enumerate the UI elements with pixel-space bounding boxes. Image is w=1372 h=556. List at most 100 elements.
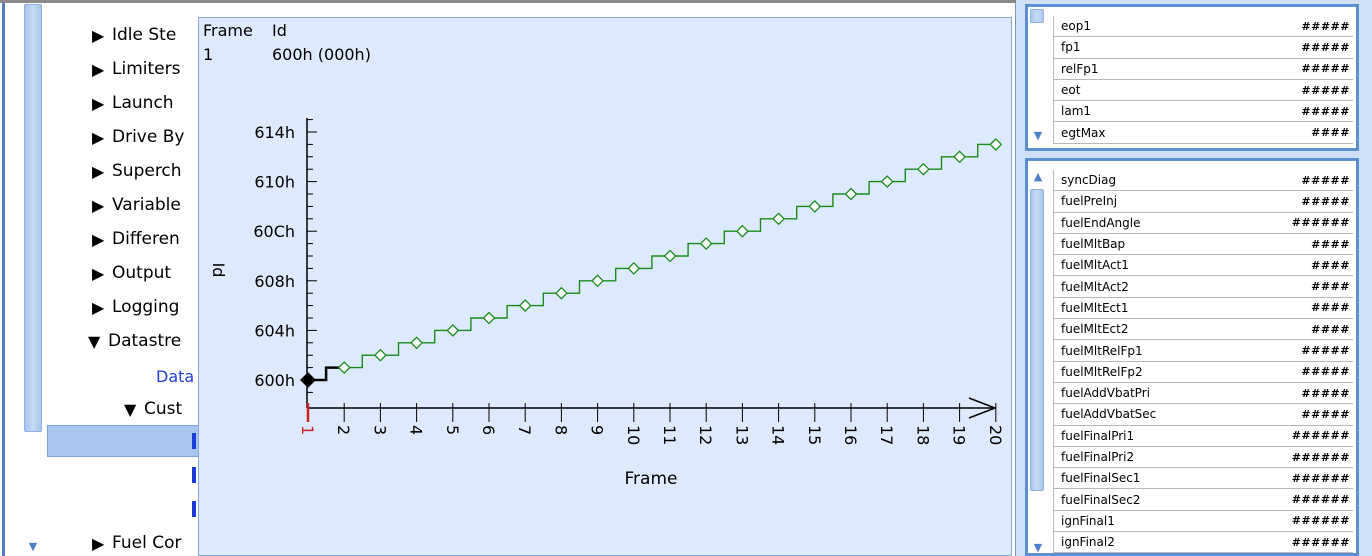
scroll-up-arrow-icon[interactable]: ▲	[1033, 170, 1043, 183]
signal-value: #####	[1301, 407, 1350, 421]
tree-item-label: Datastre	[108, 331, 182, 351]
signal-row[interactable]: fuelMltAct1 ####	[1053, 255, 1353, 277]
tree-item[interactable]: ▶ Output	[92, 262, 171, 284]
tree-item[interactable]: ▶ Differen	[92, 228, 180, 250]
tree-item[interactable]: ▶ Drive By	[92, 126, 184, 148]
signal-list-top-scrollbar[interactable]: ▼	[1028, 7, 1048, 148]
signal-row[interactable]: fuelFinalPri1 ######	[1053, 425, 1353, 447]
scrollbar-thumb[interactable]	[1030, 189, 1044, 491]
x-tick-label: 1	[298, 425, 317, 435]
signal-row[interactable]: fuelMltAct2 ####	[1053, 276, 1353, 298]
signal-row[interactable]: ignFinal1 ######	[1053, 510, 1353, 533]
tree-item[interactable]: ▶ Launch	[92, 92, 174, 114]
signal-value: #####	[1301, 62, 1350, 76]
signal-value: #####	[1301, 194, 1350, 208]
signal-row[interactable]: fp1 #####	[1053, 37, 1353, 59]
signal-row[interactable]: fuelEndAngle ######	[1053, 212, 1353, 234]
expand-triangle-icon[interactable]: ▶	[92, 25, 105, 45]
expand-triangle-icon[interactable]: ▶	[92, 59, 105, 79]
tree-item[interactable]: ▶ Logging	[92, 296, 179, 318]
data-point-marker	[735, 224, 749, 238]
data-point-marker	[518, 299, 532, 313]
signal-row[interactable]: syncDiag #####	[1053, 170, 1353, 192]
signal-row[interactable]: fuelAddVbatPri #####	[1053, 382, 1353, 405]
tree-scrollbar-thumb[interactable]	[24, 4, 42, 432]
y-tick-label: 614h	[254, 123, 295, 142]
tree-item[interactable]: ▶ Variable	[92, 194, 181, 216]
tree-item-label: Differen	[112, 229, 180, 249]
tree-item-label: Variable	[112, 195, 181, 215]
tree-item[interactable]: ▶ Fuel Cor	[92, 532, 181, 554]
data-point-marker	[772, 212, 786, 226]
scroll-down-arrow-icon[interactable]: ▼	[1033, 129, 1043, 142]
signal-name: egtMax	[1061, 125, 1106, 140]
signal-name: relFp1	[1061, 61, 1099, 76]
signal-row[interactable]: fuelMltEct1 ####	[1053, 297, 1353, 320]
scrollbar-thumb[interactable]	[1030, 9, 1044, 23]
signal-name: fuelFinalPri2	[1061, 450, 1135, 464]
signal-row[interactable]: fuelPreInj #####	[1053, 191, 1353, 213]
signal-value: #####	[1301, 40, 1350, 54]
data-point-marker	[844, 187, 858, 201]
signal-value: #####	[1301, 365, 1350, 379]
x-tick-label: 6	[479, 425, 498, 435]
signal-row[interactable]: fuelMltEct2 ####	[1053, 319, 1353, 341]
signal-row[interactable]: fuelAddVbatSec #####	[1053, 404, 1353, 426]
signal-name: fuelFinalSec1	[1061, 471, 1141, 486]
expand-triangle-icon[interactable]: ▶	[92, 195, 105, 215]
signal-name: fuelMltBap	[1061, 237, 1126, 252]
signal-name: fuelMltEct1	[1061, 300, 1129, 315]
tree-item[interactable]: ▶ Limiters	[92, 58, 180, 80]
signal-name: fuelFinalPri1	[1061, 428, 1135, 443]
x-tick-label: 18	[913, 425, 932, 445]
signal-value: ######	[1291, 216, 1350, 230]
signal-row[interactable]: fuelMltRelFp2 #####	[1053, 361, 1353, 383]
data-point-marker	[627, 261, 641, 275]
tree-item-label: Logging	[112, 297, 180, 317]
signal-row[interactable]: fuelFinalSec2 ######	[1053, 489, 1353, 511]
signal-row[interactable]: eot #####	[1053, 79, 1353, 102]
y-tick-label: 610h	[254, 173, 295, 192]
tree-item[interactable]: ▶ Superch	[92, 160, 182, 182]
data-point-marker	[482, 311, 496, 325]
signal-value: ####	[1311, 237, 1350, 251]
expand-triangle-icon[interactable]: ▶	[92, 533, 105, 553]
expand-triangle-icon[interactable]: ▶	[92, 161, 105, 181]
tree-item[interactable]: ▼ Cust	[124, 398, 182, 420]
data-point-marker	[953, 150, 967, 164]
signal-value: #####	[1301, 104, 1350, 118]
id-plot-popup: Frame Id 1 600h (000h) 600h 604h 608h 60Ch 6…	[198, 17, 1012, 556]
signal-row[interactable]: egtMax ####	[1053, 122, 1353, 144]
signal-row[interactable]: fuelMltBap ####	[1053, 233, 1353, 256]
signal-name: fuelEndAngle	[1061, 215, 1141, 230]
signal-row[interactable]: eop1 #####	[1053, 16, 1353, 38]
scroll-down-arrow-icon[interactable]: ▼	[1033, 541, 1043, 554]
data-point-marker	[808, 199, 822, 213]
scroll-down-arrow-icon[interactable]: ▼	[28, 540, 38, 553]
expand-triangle-icon[interactable]: ▶	[92, 229, 105, 249]
x-tick-label: 14	[769, 425, 788, 445]
tree-item[interactable]: ▶ Idle Ste	[92, 24, 176, 46]
expand-triangle-icon[interactable]: ▶	[92, 93, 105, 113]
signal-row[interactable]: ignFinal2 ######	[1053, 532, 1353, 554]
signal-row[interactable]: lam1 #####	[1053, 101, 1353, 123]
collapse-triangle-icon[interactable]: ▼	[88, 331, 101, 351]
expand-triangle-icon[interactable]: ▶	[92, 127, 105, 147]
signal-row[interactable]: fuelFinalPri2 ######	[1053, 446, 1353, 469]
data-point-marker	[591, 274, 605, 288]
expand-triangle-icon[interactable]: ▶	[92, 297, 105, 317]
series-line-current	[308, 366, 345, 382]
left-edge-bar	[2, 3, 14, 556]
collapse-triangle-icon[interactable]: ▼	[124, 399, 137, 419]
expand-triangle-icon[interactable]: ▶	[92, 263, 105, 283]
tree-item[interactable]: ▼ Datastre	[88, 330, 181, 352]
signal-list-bottom-scrollbar[interactable]: ▲ ▼	[1028, 161, 1048, 554]
signal-row[interactable]: fuelFinalSec1 ######	[1053, 468, 1353, 490]
tree-link[interactable]: Data	[156, 367, 195, 386]
signal-row[interactable]: fuelMltRelFp1 #####	[1053, 340, 1353, 362]
signal-name: fuelMltAct1	[1061, 258, 1129, 273]
signal-value: ####	[1311, 280, 1350, 294]
signal-row[interactable]: relFp1 #####	[1053, 58, 1353, 80]
